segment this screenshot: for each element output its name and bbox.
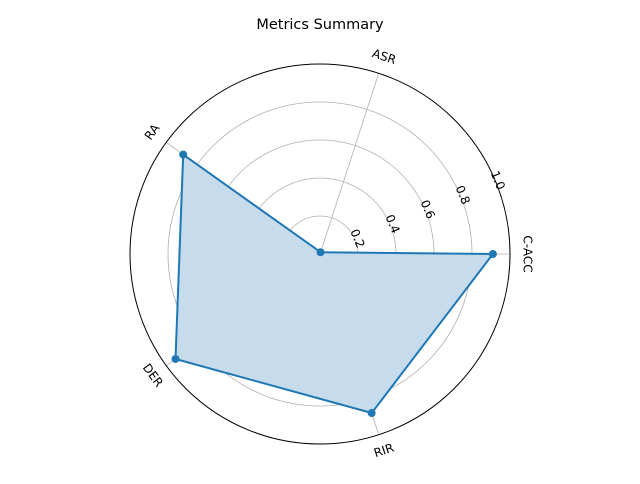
series-line [174,153,494,414]
data-point-c-acc [488,250,497,258]
data-point-asr [316,248,325,257]
category-label-ra: RA [142,121,163,143]
radial-tick-label: 0.4 [382,213,402,236]
radial-tick-label: 1.0 [488,169,508,192]
category-label-rir: RIR [372,441,396,461]
data-point-rir [367,409,376,418]
radial-tick-label: 0.8 [453,183,473,206]
data-point-der [171,354,180,363]
category-label-c-acc: C-ACC [521,235,535,272]
radial-tick-label: 0.2 [347,227,367,250]
radial-tick-label: 0.6 [418,198,438,221]
polar-spine [129,63,511,445]
angular-gridline [319,73,380,255]
category-label-der: DER [140,361,166,390]
series-area [175,154,493,413]
chart-title: Metrics Summary [256,17,384,33]
category-label-asr: ASR [370,46,397,67]
data-point-ra [179,150,188,159]
